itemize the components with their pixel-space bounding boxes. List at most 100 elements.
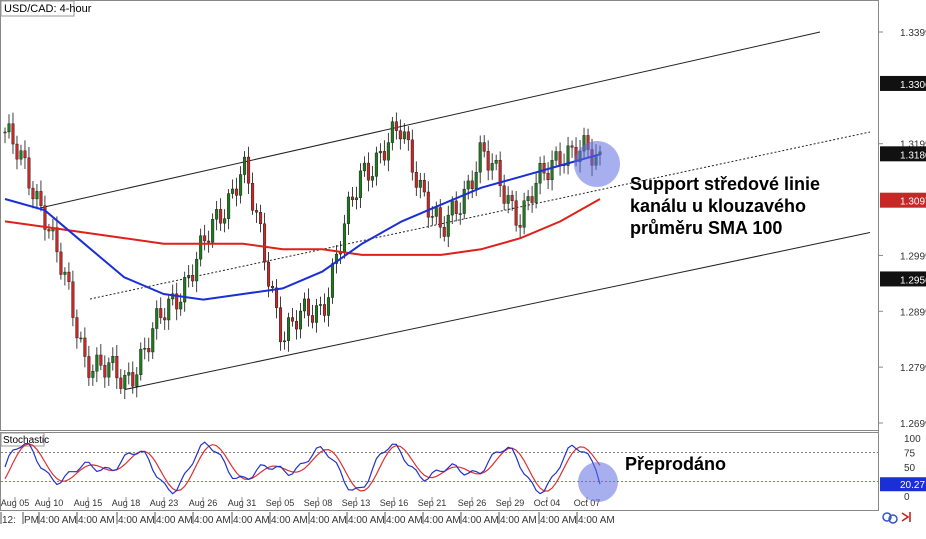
candle-body xyxy=(155,308,159,329)
price-tick-label: 1.3399 xyxy=(900,28,926,39)
candle-body xyxy=(159,308,163,318)
candle-body xyxy=(275,287,279,308)
candle-body xyxy=(207,240,211,243)
candle-body xyxy=(15,143,19,160)
stoch-k-line xyxy=(4,441,601,495)
candle-body xyxy=(550,160,554,181)
candle-body xyxy=(350,196,354,201)
candle-body xyxy=(334,253,338,264)
date-label: Aug 18 xyxy=(112,498,141,508)
candle-body xyxy=(458,213,462,215)
candle-body xyxy=(131,372,135,387)
candle-body xyxy=(434,207,438,217)
price-marker-box xyxy=(880,75,926,91)
sync-icon[interactable] xyxy=(882,512,898,524)
time-label: 4:00 AM xyxy=(78,515,115,526)
candle-body xyxy=(39,191,43,206)
candle-body xyxy=(430,216,434,218)
candle-body xyxy=(231,188,235,194)
candle-body xyxy=(534,182,538,203)
time-label: 12: xyxy=(2,515,16,526)
price-marker-box xyxy=(880,271,926,287)
support-annotation-line-1: Support středové linie xyxy=(630,174,820,194)
candle-body xyxy=(179,301,183,310)
sma100-line xyxy=(4,153,601,301)
candle-body xyxy=(394,121,398,131)
candle-body xyxy=(386,142,390,161)
candle-body xyxy=(362,162,366,172)
candle-body xyxy=(115,356,119,379)
candle-body xyxy=(466,180,470,190)
candle-body xyxy=(227,193,231,219)
candle-body xyxy=(454,200,458,214)
candle-body xyxy=(474,171,478,190)
date-label: Sep 13 xyxy=(342,498,371,508)
candle-body xyxy=(302,298,306,312)
candle-body xyxy=(410,139,414,173)
candle-body xyxy=(538,163,542,184)
time-label: 4:00 AM xyxy=(156,515,193,526)
candle-body xyxy=(370,176,374,181)
candle-body xyxy=(147,348,151,353)
candle-body xyxy=(494,160,498,164)
date-label: Sep 16 xyxy=(380,498,409,508)
candle-body xyxy=(446,214,450,237)
time-label: 4:00 AM xyxy=(118,515,155,526)
candle-body xyxy=(450,200,454,216)
date-label: Sep 26 xyxy=(458,498,487,508)
oversold-annotation: Přeprodáno xyxy=(625,454,726,474)
candle-body xyxy=(414,172,418,188)
candle-body xyxy=(235,188,239,196)
candle-body xyxy=(187,275,191,278)
candle-body xyxy=(482,142,486,152)
stoch-readout: 20.27 xyxy=(900,480,925,491)
price-marker-label: 1.2956 xyxy=(900,275,926,286)
stoch-level-label: 75 xyxy=(904,449,916,460)
candle-body xyxy=(191,275,195,282)
time-label: PM xyxy=(24,515,39,526)
candle-body xyxy=(502,185,506,204)
price-marker-label: 1.3306 xyxy=(900,80,926,91)
arrow-right-icon[interactable] xyxy=(901,512,911,522)
candle-body xyxy=(103,365,107,378)
candle-body xyxy=(506,195,510,204)
candle-body xyxy=(267,261,271,287)
candle-body xyxy=(91,370,95,378)
price-tick-label: 1.2999 xyxy=(900,251,926,262)
stoch-level-label: 0 xyxy=(904,492,910,503)
candle-body xyxy=(358,170,362,198)
time-label: 4:00 AM xyxy=(540,515,577,526)
time-label: 4:00 AM xyxy=(233,515,270,526)
candle-body xyxy=(27,157,31,189)
candle-body xyxy=(542,163,546,174)
candle-body xyxy=(522,200,526,228)
candle-body xyxy=(111,356,115,363)
date-label: Sep 21 xyxy=(418,498,447,508)
candle-body xyxy=(530,196,534,203)
candle-body xyxy=(143,348,147,350)
candle-body xyxy=(19,150,23,160)
candle-body xyxy=(87,356,91,378)
price-tick-label: 1.2699 xyxy=(900,419,926,430)
candle-body xyxy=(322,304,326,316)
candle-body xyxy=(418,179,422,188)
candle-body xyxy=(127,372,131,376)
candle-body xyxy=(346,196,350,224)
candle-body xyxy=(390,121,394,143)
candle-body xyxy=(295,320,299,330)
candle-body xyxy=(342,223,346,253)
candle-body xyxy=(31,187,35,200)
candle-body xyxy=(330,263,334,298)
candle-body xyxy=(263,223,267,263)
date-label: Sep 05 xyxy=(266,498,295,508)
candle-body xyxy=(75,317,79,339)
candle-body xyxy=(326,297,330,316)
candle-body xyxy=(570,145,574,148)
time-label: 4:00 AM xyxy=(271,515,308,526)
candle-body xyxy=(167,298,171,321)
candle-body xyxy=(498,160,502,187)
candle-body xyxy=(486,151,490,171)
candle-body xyxy=(310,315,314,323)
candle-body xyxy=(23,150,27,159)
